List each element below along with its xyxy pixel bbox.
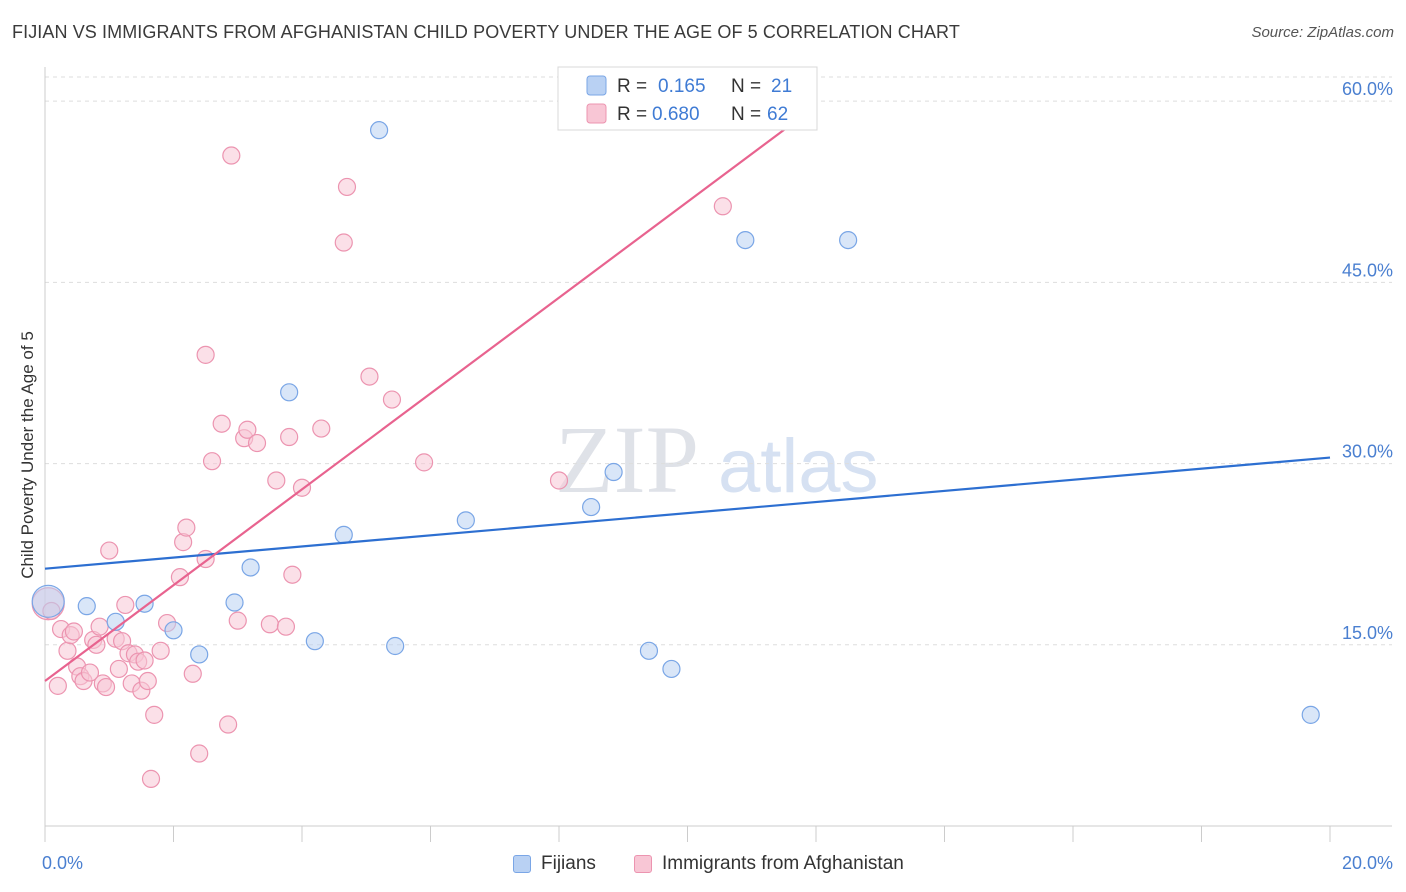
x-tick-label: 20.0% [1342, 853, 1393, 873]
bottom-legend-label-afghan: Immigrants from Afghanistan [662, 853, 904, 874]
afghan-point [549, 471, 569, 490]
afghan-point [141, 769, 161, 788]
fijian-point [386, 636, 405, 656]
fijian-point [736, 230, 755, 250]
fijian-point [280, 383, 299, 402]
y-tick-label: 45.0% [1342, 260, 1393, 280]
legend-n-label-afghan: N = [731, 104, 761, 125]
legend-swatch-fijians [586, 75, 607, 96]
afghan-point [276, 617, 296, 636]
afghan-point [238, 420, 257, 439]
afghan-point [283, 565, 302, 584]
y-tick-label: 15.0% [1342, 623, 1393, 643]
afghan-point [96, 677, 116, 697]
fijian-point [164, 621, 183, 640]
afghan-point [64, 622, 84, 641]
fijian-point [839, 230, 858, 250]
fijian-point [370, 121, 389, 140]
watermark-zip: ZIP [555, 406, 699, 513]
legend-swatch-afghan [586, 103, 607, 124]
afghan-point [228, 611, 247, 630]
y-tick-labels: 15.0% 30.0% 45.0% 60.0% [1342, 79, 1393, 643]
x-tick-label: 0.0% [42, 853, 83, 873]
afghan-point [80, 663, 100, 682]
afghan-point [138, 671, 157, 691]
y-axis-title: Child Poverty Under the Age of 5 [18, 331, 37, 579]
afghan-point [267, 471, 286, 490]
bottom-legend-swatch-fijians [513, 855, 531, 873]
legend-n-label-fijians: N = [731, 76, 761, 97]
bottom-legend-label-fijians: Fijians [541, 853, 596, 874]
bottom-legend-afghan: Immigrants from Afghanistan [634, 852, 904, 876]
legend-box: R = 0.165 N = 21 R = 0.680 N = 62 [557, 66, 818, 131]
afghan-point [48, 676, 67, 695]
fijian-trend-line [44, 456, 1331, 570]
afghan-point [414, 453, 434, 472]
fijian-points [31, 121, 1320, 724]
fijian-point [77, 597, 96, 616]
fijian-point [31, 584, 65, 618]
afghan-point [116, 595, 135, 615]
fijian-point [662, 659, 681, 679]
legend-n-value-fijians: 21 [771, 76, 792, 97]
watermark-atlas: atlas [718, 424, 879, 509]
afghan-trend-line [44, 105, 817, 682]
legend-r-label-afghan: R = [617, 104, 647, 125]
afghan-point [219, 715, 238, 734]
fijian-point [639, 641, 659, 660]
fijian-point [582, 497, 601, 517]
legend-r-value-afghan: 0.680 [652, 104, 700, 125]
afghan-point [196, 345, 215, 364]
watermark: ZIP atlas [555, 406, 879, 513]
afghan-point [360, 367, 379, 386]
bottom-legend-fijians: Fijians [513, 852, 596, 876]
afghan-point [337, 177, 357, 197]
axes [44, 67, 1392, 842]
y-tick-label: 60.0% [1342, 79, 1393, 99]
afghan-point [58, 641, 77, 660]
afghan-point [190, 744, 209, 763]
fijian-point [135, 594, 154, 613]
afghan-point [135, 651, 154, 670]
y-tick-label: 30.0% [1342, 442, 1393, 462]
source-label: Source: ZipAtlas.com [1251, 24, 1394, 41]
afghan-point [177, 518, 196, 537]
afghan-point [183, 664, 202, 683]
afghan-point [170, 568, 190, 587]
afghan-point [260, 615, 279, 634]
afghan-point [151, 641, 170, 660]
afghan-point [100, 541, 119, 560]
fijian-point [225, 593, 244, 612]
afghan-point [212, 414, 231, 433]
afghan-point [713, 197, 732, 216]
afghan-point [382, 390, 402, 409]
trend-lines [44, 105, 1331, 682]
afghan-point [312, 419, 331, 438]
fijian-point [334, 525, 353, 544]
fijian-point [190, 645, 209, 664]
x-tick-labels: 0.0% 20.0% [42, 853, 1393, 873]
legend-r-value-fijians: 0.165 [658, 76, 706, 97]
bottom-legend-swatch-afghan [634, 855, 652, 873]
afghan-point [334, 233, 353, 252]
fijian-point [604, 462, 623, 482]
fijian-point [305, 632, 324, 651]
legend-n-value-afghan: 62 [767, 104, 788, 125]
fijian-point [456, 511, 475, 530]
afghan-point [280, 427, 299, 447]
afghan-point [222, 146, 241, 165]
legend-r-label-fijians: R = [617, 76, 647, 97]
afghan-point [145, 705, 164, 724]
afghan-point [247, 433, 267, 453]
chart-title: FIJIAN VS IMMIGRANTS FROM AFGHANISTAN CH… [12, 22, 960, 42]
afghan-point [109, 659, 128, 679]
fijian-point [1301, 705, 1320, 724]
fijian-point [241, 558, 260, 577]
afghan-point [90, 617, 109, 636]
afghan-point [202, 452, 222, 471]
